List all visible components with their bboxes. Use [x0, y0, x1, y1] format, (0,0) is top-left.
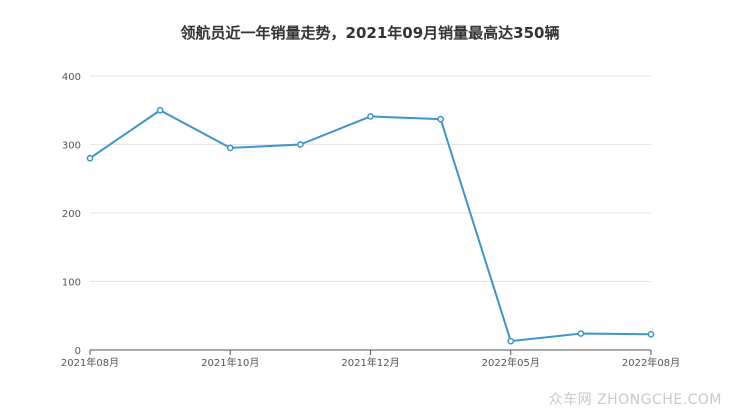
data-point-7	[577, 330, 585, 337]
x-tick-labels: 2021年08月 2021年10月 2021年12月 2022年05月 2022年08月	[61, 356, 680, 369]
x-tick-label-2: 2021年10月	[201, 356, 259, 369]
data-point-2	[226, 144, 234, 152]
watermark: 众车网 ZHONGCHE.COM	[548, 392, 722, 408]
data-point-5	[437, 115, 444, 123]
y-tick-label-100: 100	[62, 278, 81, 289]
y-tick-labels: 0 100 200 300 400	[62, 72, 81, 357]
data-point-1	[156, 106, 164, 114]
x-tick-label-0: 2021年08月	[61, 356, 119, 369]
x-tick-label-8: 2022年08月	[622, 356, 680, 369]
series-layer	[86, 106, 655, 345]
y-tick-label-200: 200	[62, 209, 81, 220]
data-point-3	[297, 141, 304, 148]
x-tick-label-6: 2022年05月	[482, 356, 540, 369]
data-point-8	[647, 330, 655, 338]
chart-title: 领航员近一年销量走势，2021年09月销量最高达350辆	[180, 24, 560, 42]
data-point-6	[507, 337, 515, 345]
y-tick-label-300: 300	[62, 141, 81, 152]
data-point-0	[86, 154, 94, 162]
y-tick-label-0: 0	[75, 346, 81, 357]
x-tick-label-4: 2021年12月	[341, 356, 399, 369]
grid-lines	[90, 75, 651, 282]
data-point-4	[367, 113, 374, 120]
axes	[89, 349, 652, 355]
y-tick-label-400: 400	[62, 72, 81, 83]
